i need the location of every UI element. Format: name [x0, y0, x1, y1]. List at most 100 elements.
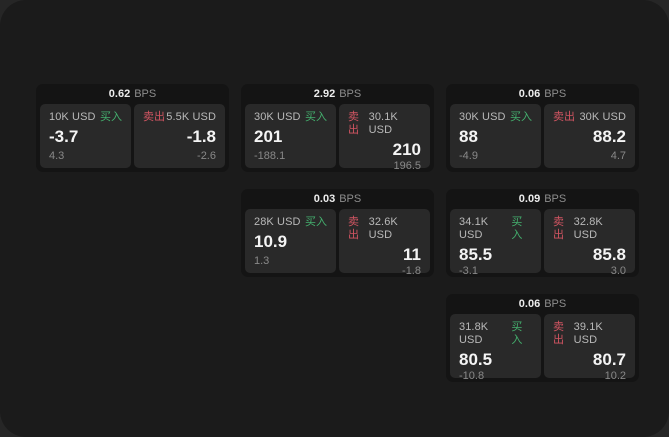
spread-unit: BPS [339, 88, 362, 100]
quote-panels: 34.1K USD 买入 85.5 -3.1 卖出 32.8K USD 85.8… [450, 209, 635, 277]
quote-cards-grid: 0.62 BPS 10K USD 买入 -3.7 4.3 卖出 5.5K USD [36, 84, 639, 382]
quote-panels: 30K USD 买入 201 -188.1 卖出 30.1K USD 210 1… [245, 104, 430, 172]
buy-sub-value: -4.9 [459, 150, 478, 162]
sell-sub-value: 4.7 [610, 150, 626, 162]
sell-side-label: 卖出 [143, 111, 165, 123]
quote-panels: 30K USD 买入 88 -4.9 卖出 30K USD 88.2 4.7 [450, 104, 635, 168]
buy-panel[interactable]: 28K USD 买入 10.9 1.3 [245, 209, 336, 273]
spread-header: 2.92 BPS [245, 84, 430, 104]
sell-panel-top: 卖出 30.1K USD [348, 111, 421, 137]
buy-side-label: 买入 [511, 321, 523, 346]
buy-amount: 10K USD [49, 111, 96, 123]
sell-panel[interactable]: 卖出 30.1K USD 210 196.5 [339, 104, 430, 172]
buy-price: 80.5 [459, 350, 493, 369]
spread-value: 0.09 [518, 193, 541, 205]
sell-amount: 5.5K USD [166, 111, 216, 123]
spread-unit: BPS [544, 88, 567, 100]
buy-panel-top: 34.1K USD 买入 [459, 216, 532, 242]
sell-price: 11 [403, 245, 421, 264]
sell-amount: 39.1K USD [573, 321, 603, 346]
spread-unit: BPS [544, 193, 567, 205]
quote-panels: 10K USD 买入 -3.7 4.3 卖出 5.5K USD -1.8 -2.… [40, 104, 225, 168]
sell-amount: 32.8K USD [573, 216, 603, 241]
buy-side-label: 买入 [305, 216, 327, 228]
sell-side-label: 卖出 [348, 216, 359, 241]
buy-side-label: 买入 [100, 111, 122, 123]
buy-amount: 30K USD [459, 111, 506, 123]
buy-sub-value: -188.1 [254, 150, 286, 162]
quote-card: 0.06 BPS 30K USD 买入 88 -4.9 卖出 30K USD [446, 84, 639, 172]
buy-side-label: 买入 [305, 111, 327, 123]
sell-panel-top: 卖出 39.1K USD [553, 321, 626, 347]
spread-unit: BPS [339, 193, 362, 205]
sell-amount: 30.1K USD [368, 111, 398, 136]
sell-sub-value: 196.5 [393, 160, 421, 172]
buy-sub-value: -10.8 [459, 370, 485, 382]
buy-panel-top: 31.8K USD 买入 [459, 321, 532, 347]
sell-panel-top: 卖出 32.8K USD [553, 216, 626, 242]
quote-card: 0.06 BPS 31.8K USD 买入 80.5 -10.8 卖出 39.1… [446, 294, 639, 382]
spread-value: 0.06 [518, 298, 541, 310]
sell-panel[interactable]: 卖出 32.8K USD 85.8 3.0 [544, 209, 635, 277]
spread-value: 0.62 [108, 88, 131, 100]
spread-value: 0.06 [518, 88, 541, 100]
spread-value: 2.92 [313, 88, 336, 100]
spread-header: 0.09 BPS [450, 189, 635, 209]
buy-panel[interactable]: 34.1K USD 买入 85.5 -3.1 [450, 209, 541, 277]
sell-price: -1.8 [186, 127, 216, 146]
spread-header: 0.06 BPS [450, 84, 635, 104]
sell-price: 88.2 [592, 127, 626, 146]
sell-amount: 30K USD [579, 111, 626, 123]
buy-sub-value: 1.3 [254, 255, 270, 267]
sell-price: 80.7 [592, 350, 626, 369]
quote-panels: 28K USD 买入 10.9 1.3 卖出 32.6K USD 11 -1.8 [245, 209, 430, 277]
sell-panel[interactable]: 卖出 39.1K USD 80.7 10.2 [544, 314, 635, 382]
quote-panels: 31.8K USD 买入 80.5 -10.8 卖出 39.1K USD 80.… [450, 314, 635, 382]
buy-panel[interactable]: 10K USD 买入 -3.7 4.3 [40, 104, 131, 168]
buy-price: 88 [459, 127, 478, 146]
sell-panel[interactable]: 卖出 5.5K USD -1.8 -2.6 [134, 104, 225, 168]
sell-side-label: 卖出 [553, 216, 564, 241]
sell-panel-top: 卖出 32.6K USD [348, 216, 421, 242]
buy-side-label: 买入 [510, 111, 532, 123]
buy-amount: 30K USD [254, 111, 301, 123]
buy-panel-top: 30K USD 买入 [254, 111, 327, 124]
buy-price: 10.9 [254, 232, 288, 251]
sell-amount: 32.6K USD [368, 216, 398, 241]
sell-price: 210 [392, 140, 421, 159]
buy-price: 85.5 [459, 245, 493, 264]
sell-side-label: 卖出 [553, 111, 575, 123]
sell-side-label: 卖出 [553, 321, 564, 346]
buy-amount: 28K USD [254, 216, 301, 228]
spread-unit: BPS [544, 298, 567, 310]
buy-side-label: 买入 [511, 216, 523, 241]
sell-panel-top: 卖出 30K USD [553, 111, 626, 124]
sell-panel-top: 卖出 5.5K USD [143, 111, 216, 124]
quote-card: 0.09 BPS 34.1K USD 买入 85.5 -3.1 卖出 32.8K… [446, 189, 639, 277]
spread-header: 0.06 BPS [450, 294, 635, 314]
spread-unit: BPS [134, 88, 157, 100]
buy-panel-top: 28K USD 买入 [254, 216, 327, 229]
sell-sub-value: 10.2 [604, 370, 626, 382]
quote-card: 2.92 BPS 30K USD 买入 201 -188.1 卖出 30.1K … [241, 84, 434, 172]
quote-card: 0.62 BPS 10K USD 买入 -3.7 4.3 卖出 5.5K USD [36, 84, 229, 172]
sell-price: 85.8 [592, 245, 626, 264]
buy-amount: 31.8K USD [459, 321, 489, 346]
buy-sub-value: -3.1 [459, 265, 478, 277]
buy-panel[interactable]: 30K USD 买入 201 -188.1 [245, 104, 336, 168]
sell-side-label: 卖出 [348, 111, 359, 136]
buy-panel[interactable]: 30K USD 买入 88 -4.9 [450, 104, 541, 168]
buy-price: -3.7 [49, 127, 79, 146]
sell-panel[interactable]: 卖出 32.6K USD 11 -1.8 [339, 209, 430, 277]
quote-card: 0.03 BPS 28K USD 买入 10.9 1.3 卖出 32.6K US… [241, 189, 434, 277]
buy-price: 201 [254, 127, 283, 146]
spread-value: 0.03 [313, 193, 336, 205]
buy-sub-value: 4.3 [49, 150, 65, 162]
buy-panel-top: 10K USD 买入 [49, 111, 122, 124]
sell-sub-value: -1.8 [402, 265, 421, 277]
buy-panel[interactable]: 31.8K USD 买入 80.5 -10.8 [450, 314, 541, 382]
buy-panel-top: 30K USD 买入 [459, 111, 532, 124]
sell-sub-value: -2.6 [197, 150, 216, 162]
sell-panel[interactable]: 卖出 30K USD 88.2 4.7 [544, 104, 635, 168]
